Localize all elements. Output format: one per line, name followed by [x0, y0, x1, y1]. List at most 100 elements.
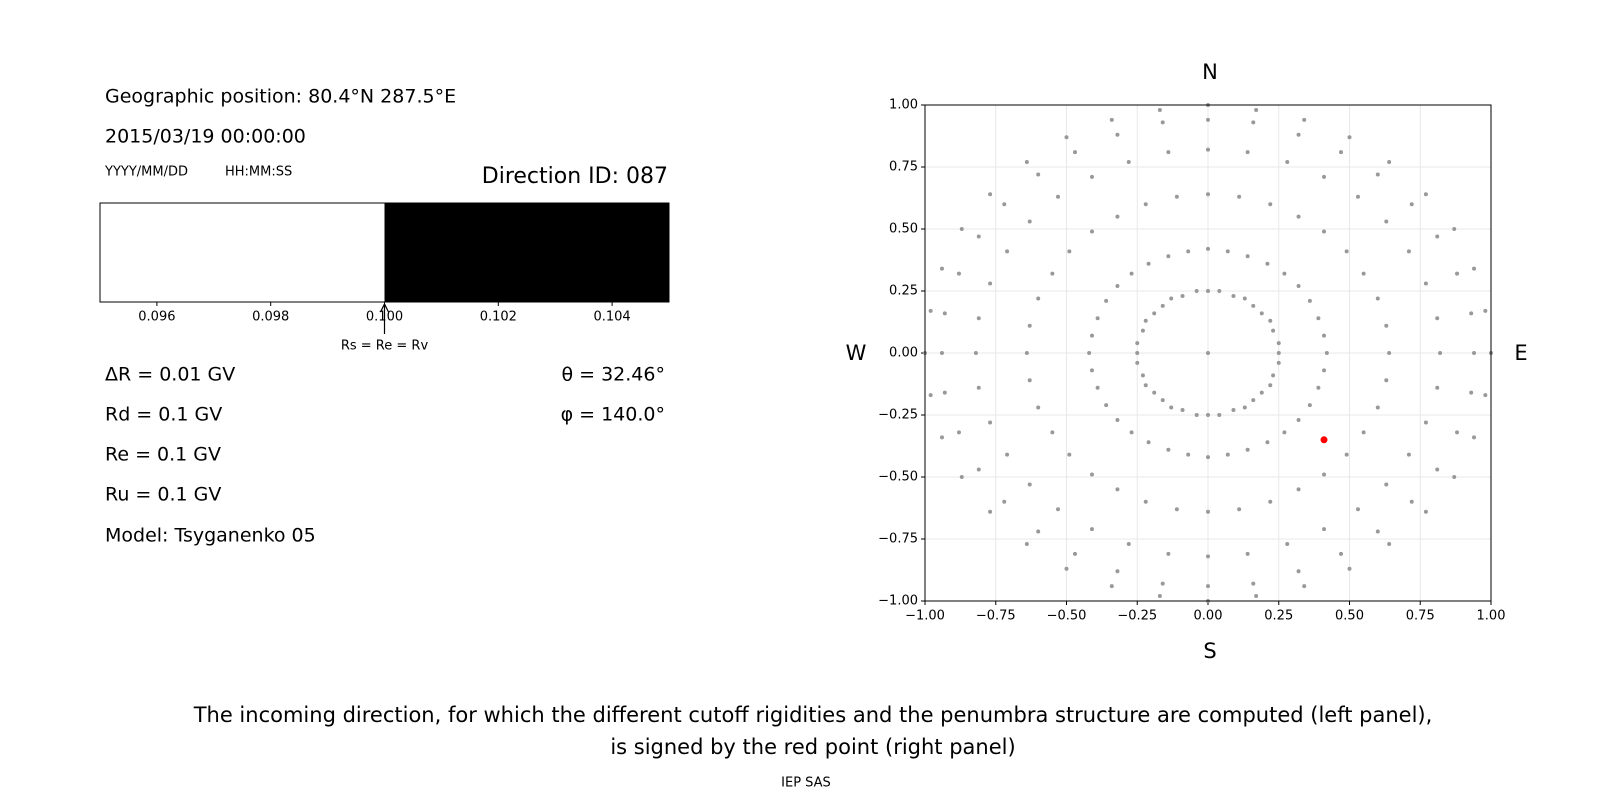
- direction-point: [1384, 219, 1389, 224]
- direction-point: [1361, 271, 1366, 276]
- direction-point: [1347, 566, 1352, 571]
- x-tick-label: 0.00: [1194, 609, 1223, 624]
- direction-point: [1285, 541, 1290, 546]
- direction-point: [1072, 551, 1077, 556]
- direction-point: [1024, 351, 1029, 355]
- direction-point: [1245, 254, 1250, 259]
- direction-point: [1265, 261, 1270, 266]
- direction-point: [976, 316, 981, 321]
- direction-point: [1271, 328, 1276, 333]
- direction-point: [1206, 554, 1210, 559]
- direction-point: [1344, 452, 1349, 457]
- direction-point: [1126, 541, 1131, 546]
- direction-point: [1322, 333, 1327, 338]
- direction-point: [1169, 296, 1174, 301]
- direction-point: [1166, 254, 1171, 259]
- stat: Ru = 0.1 GV: [105, 484, 221, 506]
- direction-point: [1089, 368, 1094, 373]
- model: Model: Tsyganenko 05: [105, 525, 316, 547]
- x-tick-label: 0.096: [138, 310, 175, 325]
- direction-point: [1206, 147, 1210, 152]
- x-tick-label: 0.104: [593, 310, 630, 325]
- axes-frame: [924, 104, 1492, 602]
- direction-point: [1174, 194, 1179, 199]
- direction-point: [988, 192, 993, 197]
- direction-point: [1064, 135, 1069, 140]
- direction-point: [1140, 328, 1145, 333]
- y-tick-label: 0.00: [889, 346, 918, 361]
- x-tick-label: 0.098: [252, 310, 289, 325]
- direction-point: [1322, 527, 1327, 532]
- direction-point: [1160, 303, 1165, 308]
- direction-point: [1237, 507, 1242, 512]
- direction-point: [1469, 390, 1474, 395]
- direction-point: [1109, 117, 1114, 122]
- direction-point: [1027, 378, 1032, 383]
- phi: φ = 140.0°: [561, 404, 665, 426]
- x-tick-label: 0.25: [1264, 609, 1293, 624]
- direction-point: [1435, 234, 1440, 239]
- stat: ΔR = 0.01 GV: [105, 364, 235, 386]
- direction-point: [1206, 289, 1210, 293]
- direction-point: [1160, 398, 1165, 403]
- direction-point: [1135, 341, 1140, 346]
- direction-point: [1143, 202, 1148, 207]
- direction-point: [1072, 150, 1077, 155]
- y-tick-label: −1.00: [878, 594, 918, 609]
- direction-point: [1089, 229, 1094, 234]
- caption: The incoming direction, for which the di…: [193, 703, 1433, 727]
- direction-point: [1027, 482, 1032, 487]
- direction-point: [1423, 192, 1428, 197]
- direction-point: [1259, 390, 1264, 395]
- direction-point: [1268, 318, 1273, 323]
- direction-point: [1282, 430, 1287, 435]
- direction-point: [1387, 160, 1392, 165]
- direction-point: [1115, 487, 1120, 492]
- direction-point: [1455, 271, 1460, 276]
- x-tick-label: −0.75: [976, 609, 1016, 624]
- direction-point: [1115, 569, 1120, 574]
- direction-point: [959, 227, 964, 231]
- direction-point: [973, 351, 978, 355]
- x-tick-label: 0.75: [1406, 609, 1435, 624]
- direction-point: [1126, 160, 1131, 165]
- direction-point: [1157, 107, 1162, 112]
- direction-point: [1316, 316, 1321, 321]
- direction-point: [1146, 261, 1151, 266]
- x-tick-label: −1.00: [905, 609, 945, 624]
- direction-point: [928, 308, 933, 313]
- direction-point: [1089, 472, 1094, 477]
- y-tick-label: 1.00: [889, 98, 918, 113]
- y-tick-label: −0.25: [878, 408, 918, 423]
- direction-point: [1472, 266, 1477, 271]
- direction-point: [1067, 452, 1072, 457]
- direction-point: [1186, 452, 1191, 457]
- direction-point: [1339, 150, 1344, 155]
- direction-point: [1129, 271, 1134, 276]
- x-tick-label: −0.25: [1117, 609, 1157, 624]
- direction-point: [1206, 413, 1210, 417]
- direction-point: [1146, 440, 1151, 445]
- direction-point: [1135, 351, 1140, 355]
- direction-point: [1160, 581, 1165, 586]
- direction-point: [1472, 351, 1477, 355]
- direction-point: [1387, 541, 1392, 546]
- direction-point: [942, 390, 947, 395]
- direction-point: [1375, 405, 1380, 410]
- direction-point: [1307, 403, 1312, 408]
- direction-point: [1194, 413, 1199, 417]
- direction-point: [1056, 507, 1061, 512]
- direction-point: [1375, 172, 1380, 177]
- direction-point: [1237, 194, 1242, 199]
- direction-point: [1483, 393, 1488, 398]
- direction-point: [1296, 417, 1301, 422]
- direction-point: [1194, 289, 1199, 293]
- direction-point: [1322, 368, 1327, 373]
- direction-point: [1242, 296, 1247, 301]
- direction-point: [1296, 132, 1301, 137]
- stat: Rd = 0.1 GV: [105, 404, 222, 426]
- direction-point: [1409, 499, 1414, 504]
- direction-point: [1302, 117, 1307, 122]
- direction-point: [1322, 174, 1327, 179]
- y-tick-label: −0.50: [878, 470, 918, 485]
